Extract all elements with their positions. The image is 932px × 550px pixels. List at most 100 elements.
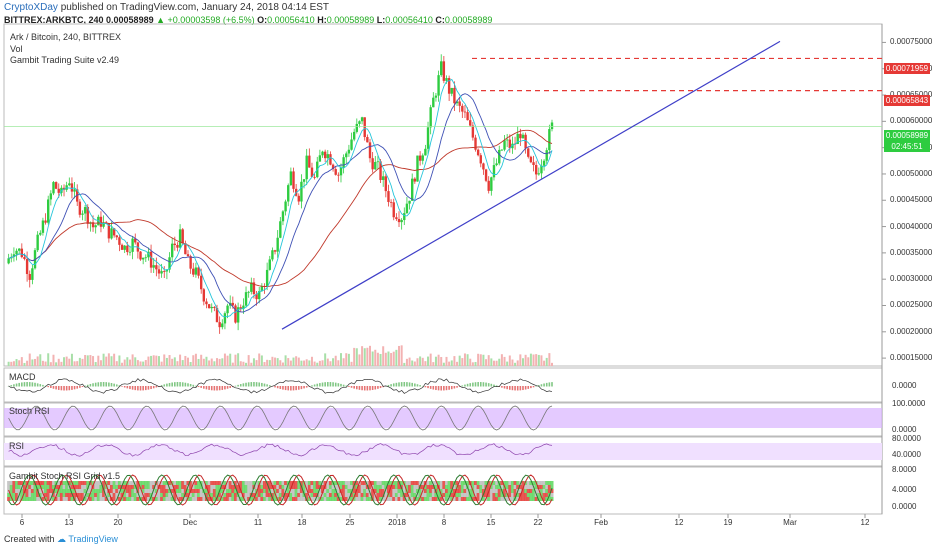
volume-bar xyxy=(395,349,398,366)
candle-body xyxy=(210,306,213,309)
indicator-tick-label: 4.0000 xyxy=(892,485,917,494)
grid-cell xyxy=(207,485,211,489)
candle-body xyxy=(207,304,211,309)
candle-body xyxy=(368,142,372,159)
candle-body xyxy=(384,176,388,192)
volume-bar xyxy=(400,345,403,366)
grid-cell xyxy=(281,489,285,493)
grid-cell xyxy=(492,497,496,501)
grid-cell xyxy=(17,489,21,493)
macd-histogram-bar xyxy=(65,386,68,391)
grid-cell xyxy=(273,481,277,485)
grid-cell xyxy=(328,489,332,493)
grid-cell xyxy=(276,493,280,497)
volume-bar xyxy=(92,356,95,366)
candle-body xyxy=(218,322,221,328)
volume-bar xyxy=(281,362,284,366)
candle-body xyxy=(482,163,485,170)
grid-cell xyxy=(191,489,195,493)
volume-bar xyxy=(413,361,416,366)
macd-histogram-bar xyxy=(514,386,516,391)
volume-bar xyxy=(516,360,519,366)
grid-cell xyxy=(421,481,425,485)
grid-cell xyxy=(386,485,390,489)
macd-histogram-bar xyxy=(416,384,419,387)
grid-cell xyxy=(162,489,166,493)
grid-cell xyxy=(537,493,541,497)
grid-cell xyxy=(529,481,533,485)
author-link[interactable]: CryptoXDay xyxy=(4,2,58,13)
candle-body xyxy=(128,251,132,253)
grid-cell xyxy=(276,485,280,489)
grid-cell xyxy=(204,493,208,497)
grid-cell xyxy=(455,481,459,485)
grid-cell xyxy=(315,481,319,485)
x-tick-label: 2018 xyxy=(388,518,406,527)
grid-cell xyxy=(524,489,528,493)
price-tag-upper: 0.00071959 xyxy=(884,63,930,74)
macd-histogram-bar xyxy=(321,382,324,387)
macd-histogram-bar xyxy=(379,386,382,389)
grid-cell xyxy=(336,489,340,493)
grid-cell xyxy=(376,485,380,489)
grid-cell xyxy=(131,497,135,501)
grid-cell xyxy=(431,485,435,489)
macd-histogram-bar xyxy=(55,386,57,390)
grid-cell xyxy=(503,489,507,493)
grid-cell xyxy=(292,497,296,501)
grid-cell xyxy=(67,481,71,485)
grid-cell xyxy=(9,497,13,501)
grid-cell xyxy=(78,497,82,501)
grid-cell xyxy=(405,481,409,485)
volume-bar xyxy=(442,362,445,366)
candle-body xyxy=(242,305,245,310)
grid-cell xyxy=(447,485,451,489)
grid-cell xyxy=(350,481,354,485)
volume-bar xyxy=(463,353,466,366)
grid-cell xyxy=(305,493,309,497)
grid-cell xyxy=(117,485,121,489)
grid-cell xyxy=(450,481,454,485)
grid-cell xyxy=(294,497,298,501)
tradingview-link[interactable]: TradingView xyxy=(68,534,118,544)
grid-cell xyxy=(178,497,182,501)
volume-bar xyxy=(358,354,361,366)
grid-cell xyxy=(481,497,485,501)
stoch-line xyxy=(8,405,553,431)
grid-cell xyxy=(175,493,179,497)
macd-histogram-bar xyxy=(387,384,390,387)
grid-cell xyxy=(212,493,216,497)
grid-cell xyxy=(207,481,211,485)
legend-title: Ark / Bitcoin, 240, BITTREX xyxy=(10,32,122,42)
grid-cell xyxy=(20,481,24,485)
open-value: 0.00056410 xyxy=(267,15,315,25)
grid-cell xyxy=(173,485,177,489)
grid-cell xyxy=(165,497,169,501)
grid-cell xyxy=(505,481,509,485)
volume-bar xyxy=(456,361,459,366)
grid-cell xyxy=(479,481,483,485)
y-tick-label: 0.00050000 xyxy=(890,168,932,178)
grid-cell xyxy=(15,485,19,489)
grid-cell xyxy=(83,489,87,493)
candle-body xyxy=(463,111,467,113)
grid-cell xyxy=(67,497,71,501)
grid-cell xyxy=(115,485,119,489)
grid-cell xyxy=(54,485,58,489)
macd-histogram-bar xyxy=(340,383,342,387)
candle-body xyxy=(86,207,89,224)
grid-cell xyxy=(447,493,451,497)
grid-cell xyxy=(218,497,222,501)
candle-body xyxy=(302,179,306,182)
grid-cell xyxy=(80,485,84,489)
volume-bar xyxy=(84,354,87,366)
grid-cell xyxy=(73,489,77,493)
candle-body xyxy=(199,275,203,290)
grid-cell xyxy=(381,489,385,493)
volume-bar xyxy=(18,360,21,366)
grid-cell xyxy=(236,489,240,493)
grid-cell xyxy=(212,489,216,493)
grid-cell xyxy=(168,493,172,497)
grid-cell xyxy=(468,497,472,501)
